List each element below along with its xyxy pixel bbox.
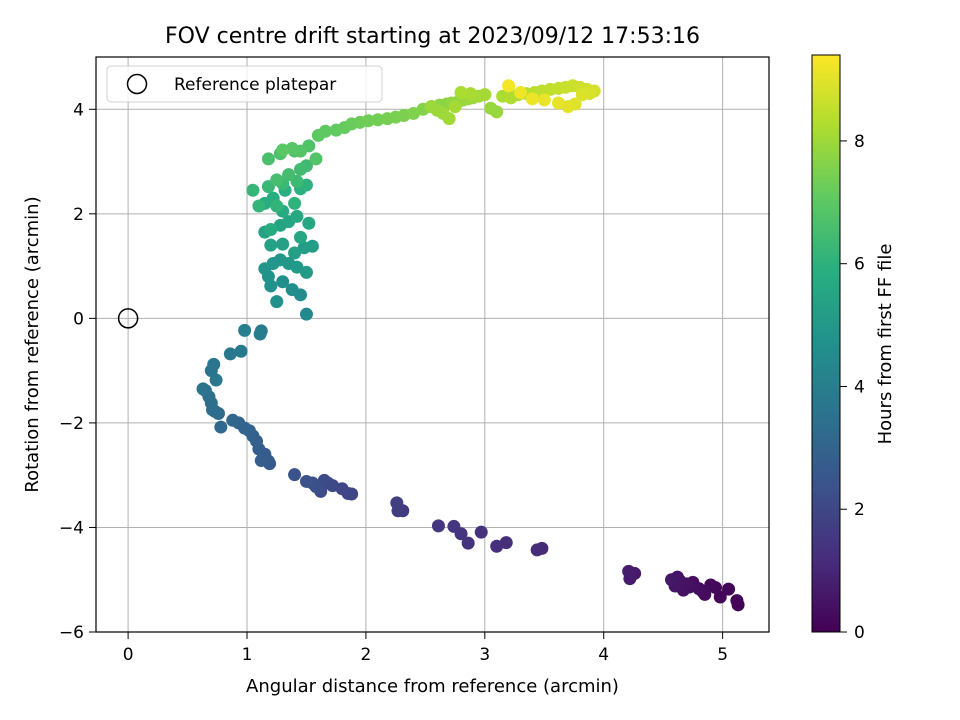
data-point [276,237,290,251]
x-tick-label: 0 [123,645,134,665]
data-point [390,496,404,510]
data-point [622,564,636,578]
data-point [264,238,278,252]
data-point [207,357,221,371]
data-point [461,536,475,550]
x-axis-ticks: 0 1 2 3 4 5 [123,632,728,665]
colorbar-label: Hours from first FF file [875,244,896,445]
y-tick-label: −2 [59,414,84,434]
data-point [282,168,296,182]
x-tick-label: 1 [242,645,253,665]
data-point [537,93,551,107]
data-point [261,152,275,166]
data-point [209,373,223,387]
data-point [226,413,240,427]
data-point [371,113,385,127]
data-point [722,582,736,596]
data-point [297,241,311,255]
data-point [223,347,237,361]
data-point [447,519,461,533]
data-point [490,539,504,553]
grid-lines [96,57,769,633]
data-point [290,260,304,274]
y-axis-label: Rotation from reference (arcmin) [22,196,43,492]
data-point [294,162,308,176]
colorbar-tick-label: 0 [854,623,865,643]
legend-label: Reference platepar [174,75,336,95]
x-axis-label: Angular distance from reference (arcmin) [246,676,619,697]
data-point [264,223,278,236]
data-point [290,209,304,223]
data-point [254,454,268,468]
data-point [246,183,260,197]
data-point [664,573,678,587]
legend: Reference platepar [106,65,383,103]
data-points [196,79,745,612]
colorbar-tick-label: 8 [854,132,865,152]
data-point [302,216,316,230]
data-point [234,344,248,358]
data-point [424,100,438,114]
colorbar-ticks: 0 2 4 6 8 [840,132,865,643]
x-tick-label: 3 [479,645,490,665]
data-point [252,199,266,213]
reference-platepar-marker [117,308,139,329]
y-tick-label: 4 [73,100,84,120]
data-point [474,525,488,539]
y-tick-label: 0 [73,309,84,329]
colorbar [811,54,841,633]
data-point [361,114,375,128]
y-tick-label: 2 [73,205,84,225]
y-tick-label: −4 [59,518,84,538]
x-tick-label: 4 [598,645,609,665]
colorbar-tick-label: 4 [854,377,865,397]
data-point [552,96,566,110]
plot-frame [95,56,770,633]
data-point [288,246,302,260]
data-point [530,543,544,557]
data-point [196,382,210,396]
data-point [490,105,504,119]
data-point [254,324,268,338]
data-point [730,594,744,608]
y-axis-ticks: −6 −4 −2 0 2 4 [59,100,96,643]
data-point [431,519,445,533]
data-point [478,88,492,102]
data-point [464,87,478,101]
legend-box [106,65,383,103]
data-point [318,124,332,138]
data-point [270,199,284,213]
data-point [299,474,313,488]
colorbar-tick-label: 2 [854,500,865,520]
data-point [214,420,228,434]
x-tick-label: 2 [360,645,371,665]
legend-marker [126,73,148,95]
y-tick-label: −6 [59,623,84,643]
data-point [513,86,527,100]
data-point [288,468,302,482]
data-point [309,152,323,166]
data-point [575,88,589,102]
chart-title: FOV centre drift starting at 2023/09/12 … [165,24,700,49]
data-point [299,307,313,321]
colorbar-tick-label: 6 [854,255,865,275]
data-point [270,295,284,309]
data-point [276,275,290,289]
data-point [288,196,302,210]
data-point [270,173,284,187]
data-point [502,79,516,93]
data-point [294,230,308,244]
data-point [238,323,252,337]
data-point [299,265,313,279]
data-point [454,86,468,100]
data-point [525,92,539,106]
data-point [448,100,462,114]
data-point [276,143,290,157]
data-point [285,283,299,297]
x-tick-label: 5 [717,645,728,665]
